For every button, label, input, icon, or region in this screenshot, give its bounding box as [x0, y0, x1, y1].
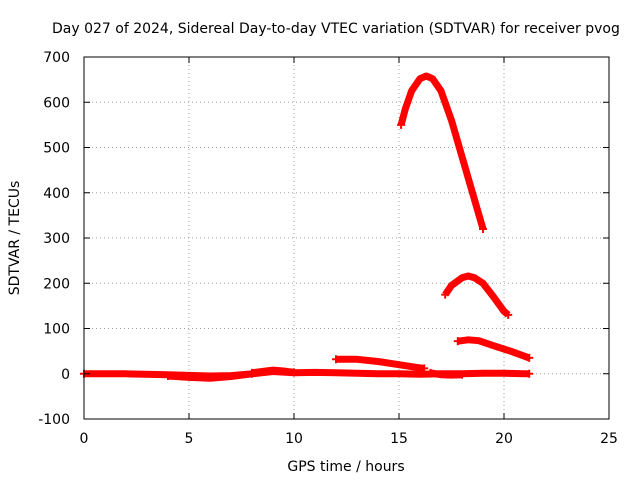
- y-tick-label: -100: [38, 412, 70, 428]
- data-series-7: [442, 272, 511, 318]
- x-tick-label: 5: [185, 431, 194, 447]
- data-point-marker: [290, 368, 298, 377]
- data-point-marker: [332, 355, 340, 364]
- x-tick-label: 0: [80, 431, 89, 447]
- data-series-4: [336, 355, 425, 372]
- y-tick-label: 200: [43, 276, 70, 292]
- x-tick-label: 10: [285, 431, 303, 447]
- y-tick-label: 600: [43, 95, 70, 111]
- plot-frame: [83, 56, 610, 420]
- data-series-2: [167, 370, 253, 382]
- x-tick-label: 25: [600, 431, 618, 447]
- x-tick-label: 20: [495, 431, 513, 447]
- data-point-marker: [453, 337, 462, 346]
- y-tick-label: 700: [43, 50, 70, 66]
- y-tick-label: 0: [61, 367, 70, 383]
- data-point-marker: [504, 310, 513, 319]
- data-point-marker: [458, 370, 466, 379]
- data-series-8: [457, 336, 531, 362]
- data-point-marker: [426, 368, 435, 377]
- y-tick-label: 400: [43, 186, 70, 202]
- x-axis-label: GPS time / hours: [287, 459, 404, 475]
- data-point-marker: [479, 224, 487, 233]
- data-series-3: [251, 366, 295, 377]
- data-point-marker: [420, 364, 429, 373]
- data-series: [80, 72, 534, 382]
- data-point-marker: [525, 353, 534, 362]
- data-point-marker: [525, 369, 534, 378]
- y-tick-label: 500: [43, 141, 70, 157]
- y-axis-label: SDTVAR / TECUs: [7, 181, 23, 296]
- axis-ticks: 0 5 10 15 20 25 -100 0 100 200 300 400 500 600 700: [38, 50, 618, 447]
- data-series-6: [397, 72, 487, 230]
- data-point-marker: [397, 120, 406, 129]
- chart-title: Day 027 of 2024, Sidereal Day-to-day VTE…: [52, 21, 620, 37]
- grid-lines: [84, 57, 609, 419]
- data-series-5: [429, 369, 463, 379]
- data-point-marker: [441, 290, 450, 299]
- y-tick-label: 300: [43, 231, 70, 247]
- data-point-marker: [248, 368, 256, 377]
- data-point-marker: [164, 372, 172, 381]
- y-tick-label: 100: [43, 322, 70, 338]
- x-tick-label: 15: [390, 431, 408, 447]
